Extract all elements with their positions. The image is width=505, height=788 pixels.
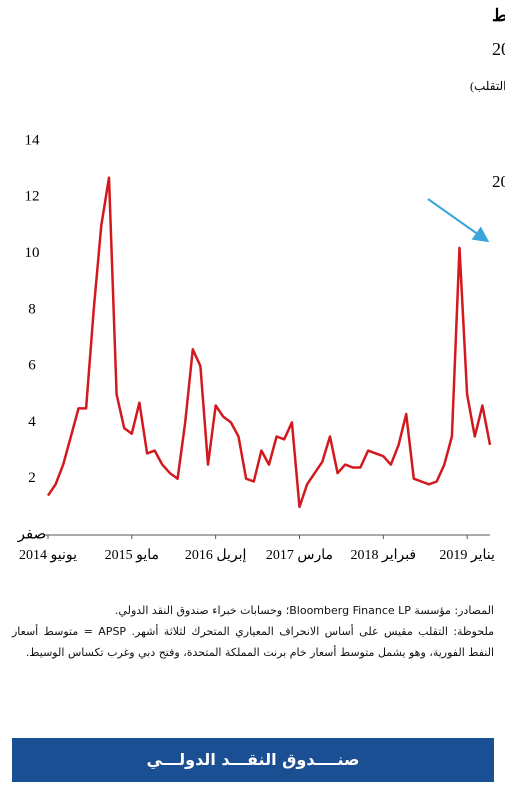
annotation-arrow <box>427 198 490 243</box>
y-tick-label: 14 <box>25 132 41 148</box>
y-tick-label: 2 <box>28 470 36 486</box>
chart-subtitle: أصبحت أسعار النفط شديدة التقلب في نهاية … <box>492 37 505 60</box>
y-axis-label: (التقلب) <box>470 79 505 93</box>
y-tick-label: 12 <box>25 189 40 205</box>
footer-banner: صنــــدوق النقـــد الدولـــي <box>12 738 494 782</box>
chart-title: تقلب أسعار النفط <box>492 3 505 26</box>
x-tick-label: مارس 2017 <box>266 548 333 563</box>
x-tick-label: يونيو 2014 <box>19 548 77 563</box>
annotation: آخر مشاهدة في 16 إبريل 2019 <box>492 170 505 192</box>
y-tick-label: صفر <box>17 526 47 542</box>
sources: المصادر: مؤسسة Bloomberg Finance LP؛ وحس… <box>114 604 494 617</box>
x-tick-label: فبراير 2018 <box>350 548 416 563</box>
chart: تقلب أسعار النفط أصبحت أسعار النفط شديدة… <box>17 3 505 563</box>
line-series <box>46 176 492 509</box>
x-tick-label: إبريل 2016 <box>185 548 247 563</box>
note: ملحوظة: التقلب مقيس على أساس الانحراف ال… <box>12 625 494 659</box>
y-tick-label: 6 <box>28 358 36 374</box>
y-tick-label: 4 <box>28 414 36 430</box>
y-tick-label: 10 <box>25 245 40 261</box>
notes: المصادر: مؤسسة Bloomberg Finance LP؛ وحس… <box>12 600 494 663</box>
x-tick-label: مايو 2015 <box>105 548 159 563</box>
y-tick-label: 8 <box>28 301 36 317</box>
x-tick-label: يناير 2019 <box>439 548 495 563</box>
